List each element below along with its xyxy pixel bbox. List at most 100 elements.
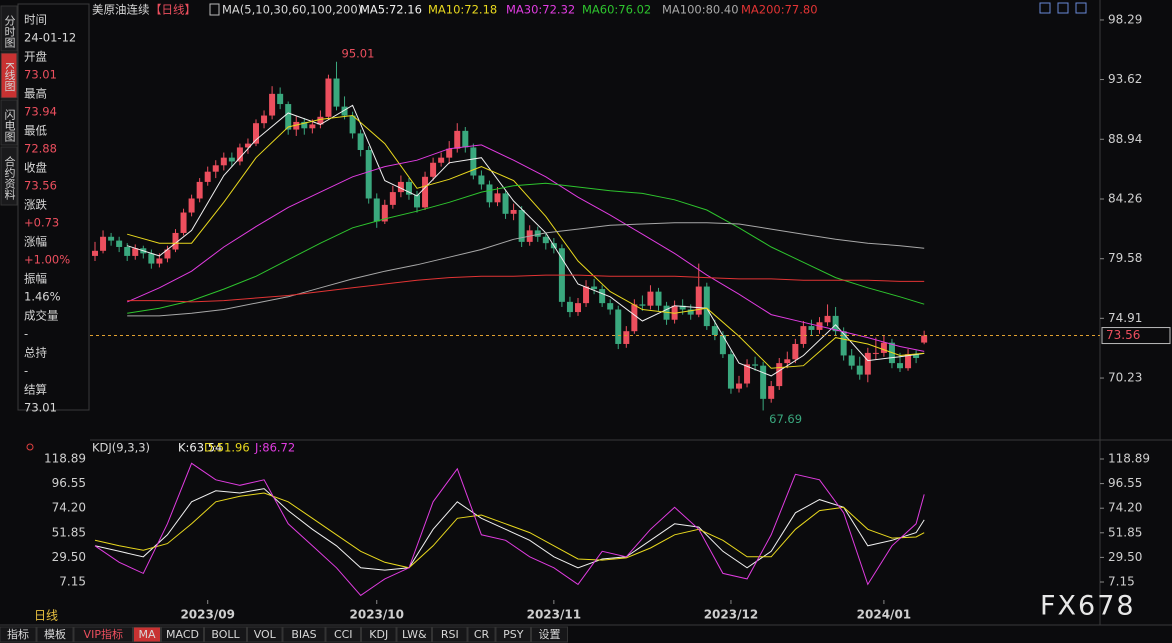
info-value: 73.01 [24, 401, 57, 415]
toolbar-button[interactable] [396, 626, 432, 643]
toolbar-label[interactable]: MA [138, 628, 155, 641]
candle-body [518, 209, 525, 242]
toolbar-label[interactable]: RSI [441, 628, 459, 641]
toolbar-button[interactable] [247, 626, 283, 643]
candle-body [542, 236, 549, 244]
candle-body [365, 149, 372, 199]
side-tab[interactable] [0, 146, 18, 206]
side-tab[interactable] [0, 5, 18, 52]
info-label: 收盘 [24, 161, 47, 175]
candle-body [180, 212, 187, 233]
info-value: 72.88 [24, 142, 57, 156]
toolbar-label[interactable]: 模板 [44, 627, 66, 641]
period[interactable]: 【日线】 [150, 3, 196, 17]
side-tab-label[interactable]: 闪电图 [3, 108, 16, 143]
candle-body [607, 303, 614, 310]
candle-body [92, 250, 98, 256]
toolbar-label[interactable]: LW& [402, 628, 427, 641]
settings-icon[interactable] [209, 3, 220, 16]
candle-body [486, 184, 493, 203]
side-tab[interactable] [0, 99, 18, 146]
toolbar-label[interactable]: BOLL [211, 628, 240, 641]
toolbar-button[interactable] [282, 626, 326, 643]
candle-body [711, 326, 718, 336]
toolbar-label[interactable]: VIP指标 [84, 627, 123, 641]
period-tab[interactable]: 日线 [34, 609, 58, 623]
y-tick-label: 98.29 [1108, 12, 1142, 26]
toolbar-button[interactable] [36, 626, 74, 643]
toolbar-button[interactable] [0, 626, 37, 643]
info-value: 73.94 [24, 105, 57, 119]
candle-body [534, 230, 541, 237]
toolbar-label[interactable]: BIAS [291, 628, 316, 641]
kdj-icon[interactable] [26, 443, 34, 451]
side-tab-label[interactable]: 合约资料 [3, 155, 16, 201]
candle-body [422, 176, 429, 208]
toolbar-button[interactable] [73, 626, 133, 643]
candle-body [317, 116, 324, 125]
side-tab-label[interactable]: 分时图 [3, 15, 16, 49]
candle-body [301, 121, 308, 129]
toolbar-button[interactable] [531, 626, 568, 643]
toolbar-label[interactable]: KDJ [369, 628, 388, 641]
y-tick-label: 29.50 [1108, 550, 1142, 564]
candle-body [100, 236, 107, 251]
toolbar-label[interactable]: 设置 [539, 628, 561, 641]
toolbar-button[interactable] [325, 626, 361, 643]
icon[interactable] [1075, 2, 1087, 14]
toolbar-button[interactable] [204, 626, 247, 643]
toolbar-label[interactable]: CCI [334, 628, 353, 641]
candle-body [808, 326, 815, 330]
candle-body [196, 181, 203, 199]
candle-body [566, 301, 573, 313]
info-label: 涨跌 [24, 198, 47, 212]
toolbar-label[interactable]: 指标 [7, 627, 29, 641]
side-tab[interactable] [0, 52, 18, 99]
toolbar-button[interactable] [161, 626, 204, 643]
candle-body [792, 343, 799, 360]
candle-body [752, 364, 759, 366]
line [127, 114, 925, 369]
candle-body [349, 115, 356, 134]
candle-body [285, 104, 292, 130]
candle-body [132, 248, 139, 256]
candle-body [244, 143, 251, 148]
toolbar-button[interactable] [495, 626, 531, 643]
legend-entry: MA30:72.32 [506, 3, 575, 17]
x-tick-label: 2023/09 [180, 608, 234, 622]
candle-body [253, 123, 259, 144]
x-tick-label: 2023/11 [527, 608, 581, 622]
toolbar-button[interactable] [361, 626, 397, 643]
line [127, 222, 925, 317]
candle-body [357, 133, 364, 150]
candle-body [148, 253, 155, 264]
toolbar-button[interactable] [133, 626, 161, 643]
legend-entry: MA100:80.40 [662, 3, 739, 17]
y-tick-label: 118.89 [1108, 452, 1150, 466]
side-tab-label[interactable]: K线图 [3, 62, 16, 92]
toolbar-label[interactable]: MACD [166, 628, 199, 641]
icon[interactable] [1039, 2, 1051, 14]
legend-entry: D:51.96 [204, 441, 250, 455]
toolbar-label[interactable]: CR [474, 628, 490, 641]
candle-body [454, 130, 461, 149]
watermark: FX678 [1040, 591, 1136, 622]
toolbar-label[interactable]: PSY [503, 628, 524, 641]
info-label: 结算 [24, 383, 47, 397]
candle-body [405, 181, 412, 195]
legend-entry: MA60:76.02 [582, 3, 651, 17]
instrument: 美原油连续 [92, 3, 150, 17]
candle-body [583, 286, 590, 304]
toolbar-label[interactable]: VOL [254, 628, 277, 641]
toolbar-button[interactable] [432, 626, 468, 643]
candle-body [172, 232, 179, 250]
info-value: +0.73 [24, 216, 59, 230]
candle-body [430, 162, 437, 177]
x-tick-label: 2023/10 [350, 608, 404, 622]
icon[interactable] [1057, 2, 1069, 14]
toolbar-button[interactable] [467, 626, 496, 643]
info-label: 最低 [24, 124, 47, 138]
y-tick-label-left: 29.50 [52, 550, 86, 564]
